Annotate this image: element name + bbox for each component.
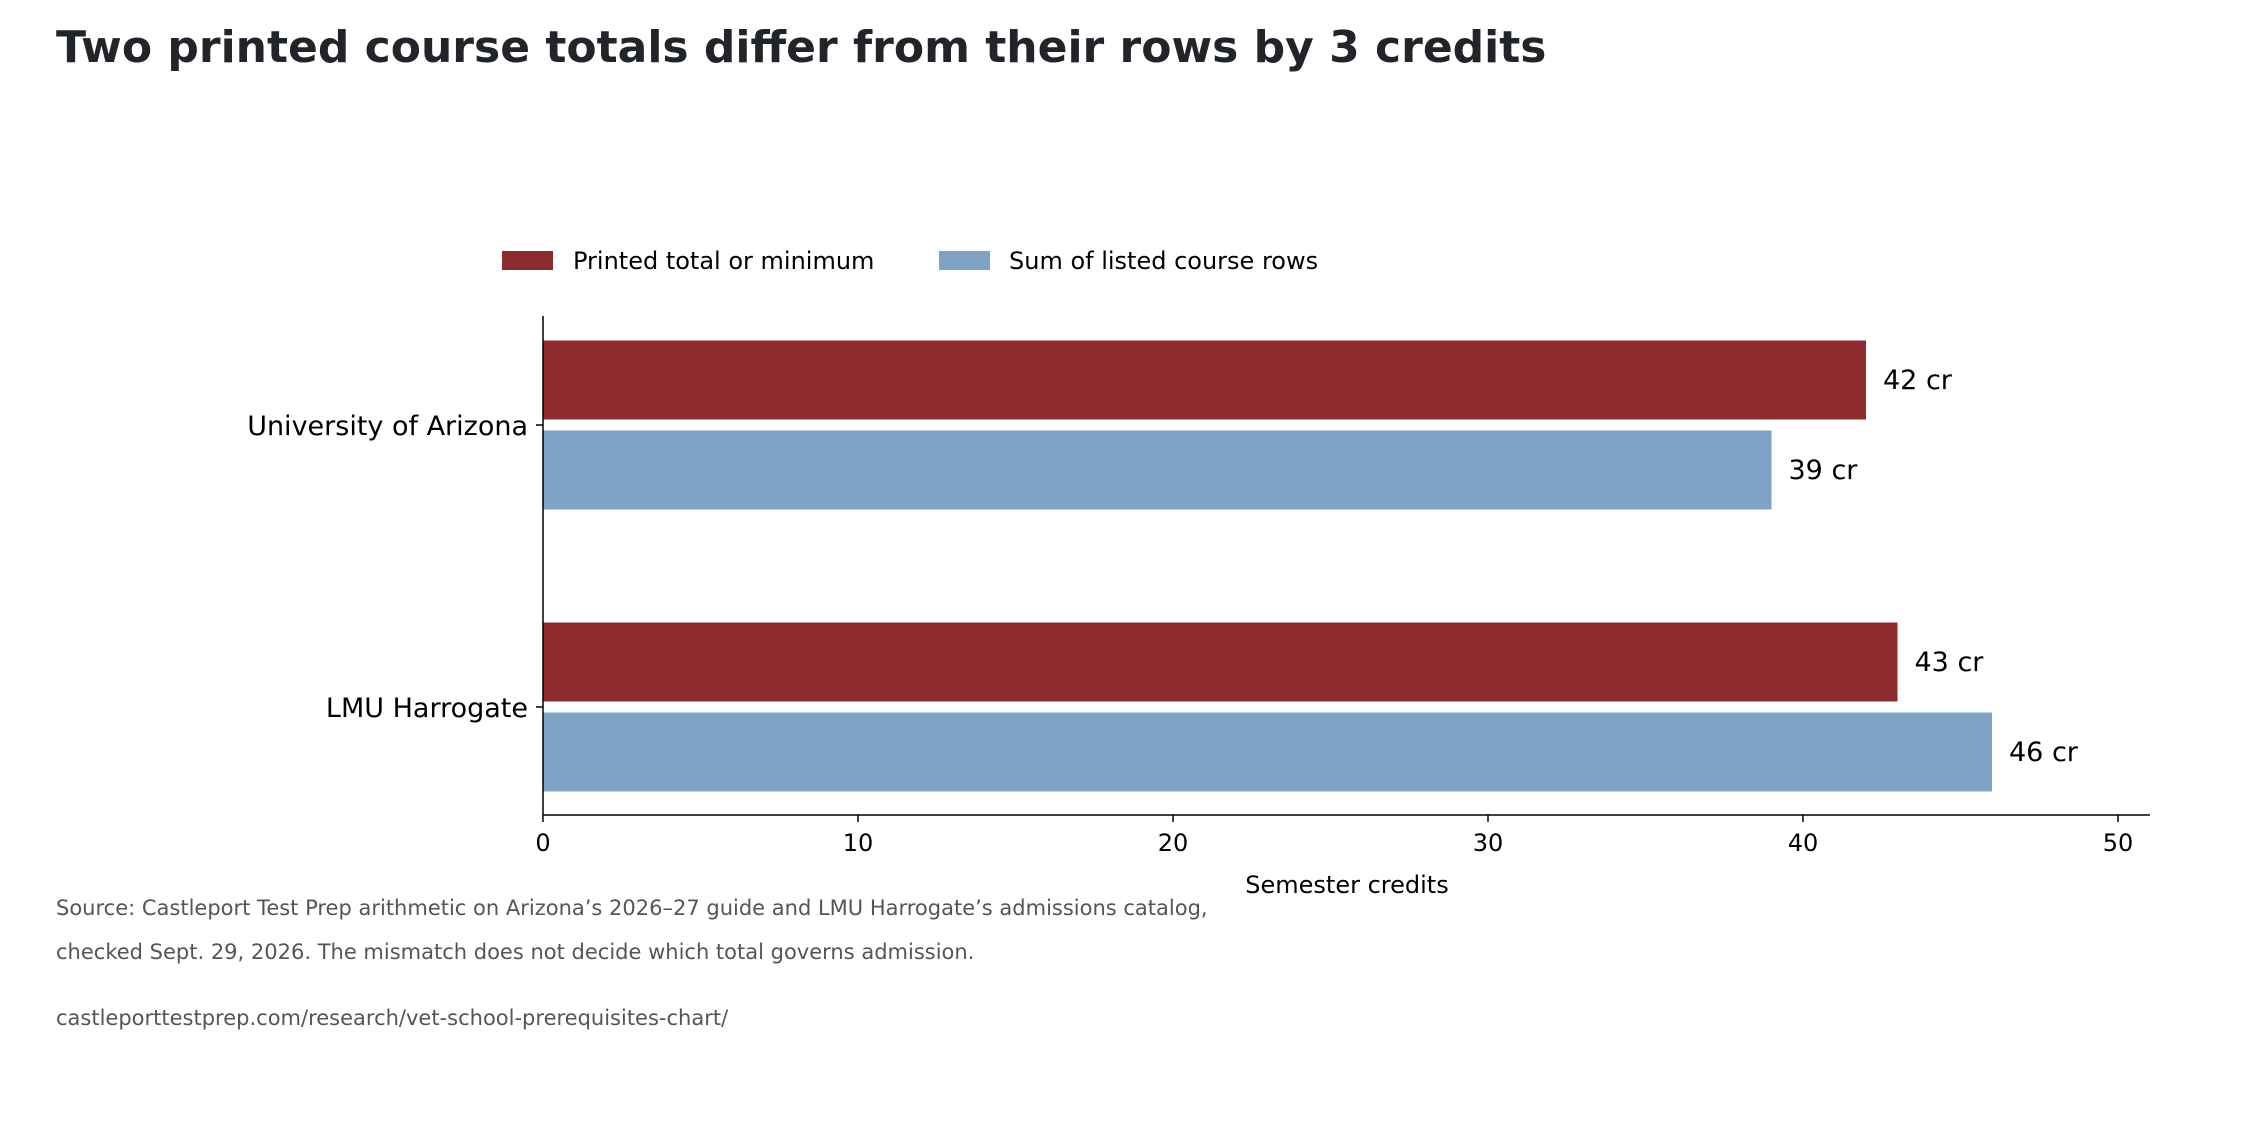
- legend: Printed total or minimum Sum of listed co…: [502, 247, 1318, 275]
- x-tick-label: 50: [2103, 829, 2134, 857]
- data-label: 39 cr: [1789, 455, 1859, 486]
- legend-swatch: [502, 251, 553, 270]
- bar-printed-1: [543, 622, 1898, 702]
- y-tick-label: LMU Harrogate: [326, 693, 528, 724]
- legend-label: Printed total or minimum: [573, 247, 874, 275]
- data-label: 43 cr: [1915, 647, 1985, 678]
- source-url[interactable]: castleporttestprep.com/research/vet-scho…: [56, 1006, 729, 1030]
- bar-sum-1: [543, 712, 1992, 792]
- bar-printed-0: [543, 340, 1866, 420]
- data-label: 46 cr: [2009, 737, 2079, 768]
- legend-label: Sum of listed course rows: [1009, 247, 1318, 275]
- y-tick-label: University of Arizona: [247, 411, 528, 442]
- x-tick-label: 40: [1788, 829, 1819, 857]
- legend-swatch: [939, 251, 990, 270]
- source-note-line1: Source: Castleport Test Prep arithmetic …: [56, 896, 1208, 920]
- axes: University of Arizona LMU Harrogate 0 10 20 3…: [247, 316, 2150, 857]
- x-axis-label: Semester credits: [1245, 871, 1448, 899]
- bars: 42 cr 39 cr 43 cr 46 cr: [543, 340, 2079, 792]
- x-tick-label: 0: [535, 829, 550, 857]
- data-label: 42 cr: [1883, 365, 1953, 396]
- x-tick-label: 10: [843, 829, 874, 857]
- x-tick-label: 20: [1158, 829, 1189, 857]
- chart-title: Two printed course totals differ from th…: [56, 22, 1547, 73]
- source-note-line2: checked Sept. 29, 2026. The mismatch doe…: [56, 940, 975, 964]
- bar-sum-0: [543, 430, 1772, 510]
- x-tick-label: 30: [1473, 829, 1504, 857]
